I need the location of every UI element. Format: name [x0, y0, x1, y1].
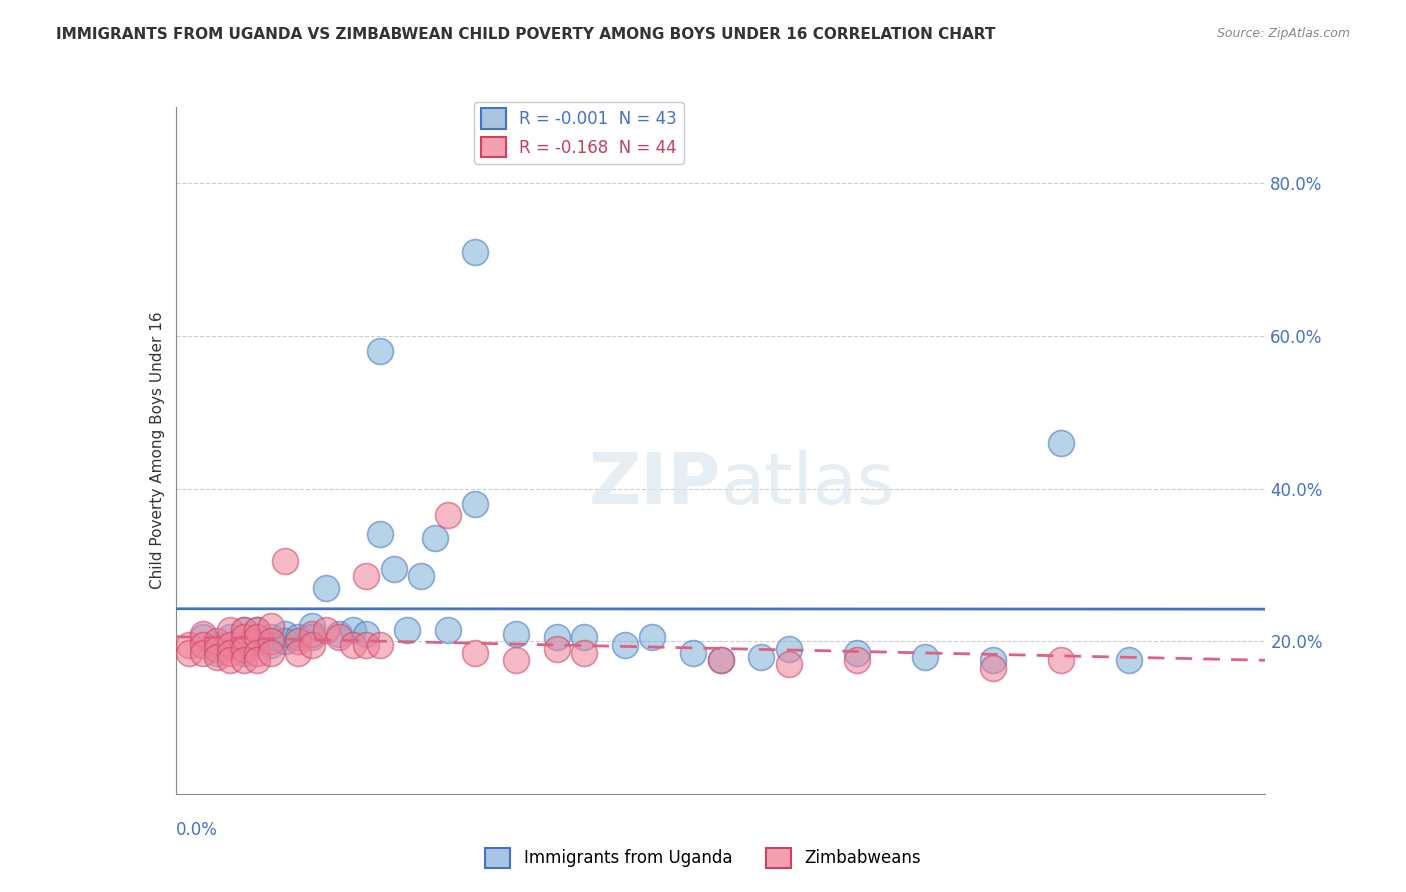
- Point: [342, 638, 364, 652]
- Point: [246, 653, 269, 667]
- Point: [342, 623, 364, 637]
- Point: [574, 646, 596, 660]
- Point: [1050, 435, 1073, 450]
- Point: [574, 631, 596, 645]
- Point: [179, 638, 201, 652]
- Point: [301, 638, 323, 652]
- Point: [778, 657, 800, 672]
- Point: [356, 626, 378, 640]
- Text: IMMIGRANTS FROM UGANDA VS ZIMBABWEAN CHILD POVERTY AMONG BOYS UNDER 16 CORRELATI: IMMIGRANTS FROM UGANDA VS ZIMBABWEAN CHI…: [56, 27, 995, 42]
- Point: [368, 638, 391, 652]
- Point: [260, 631, 283, 645]
- Point: [546, 631, 568, 645]
- Text: Source: ZipAtlas.com: Source: ZipAtlas.com: [1216, 27, 1350, 40]
- Point: [232, 631, 254, 645]
- Point: [246, 634, 269, 648]
- Point: [505, 653, 527, 667]
- Point: [260, 619, 283, 633]
- Point: [315, 581, 337, 595]
- Point: [191, 626, 214, 640]
- Point: [368, 344, 391, 359]
- Point: [260, 646, 283, 660]
- Point: [382, 562, 405, 576]
- Point: [710, 653, 733, 667]
- Point: [260, 634, 283, 648]
- Point: [682, 646, 704, 660]
- Point: [437, 623, 460, 637]
- Point: [260, 638, 283, 652]
- Point: [219, 638, 242, 652]
- Point: [219, 653, 242, 667]
- Point: [981, 661, 1004, 675]
- Point: [505, 626, 527, 640]
- Point: [1118, 653, 1140, 667]
- Point: [641, 631, 664, 645]
- Point: [219, 631, 242, 645]
- Point: [191, 646, 214, 660]
- Point: [328, 626, 350, 640]
- Point: [232, 646, 254, 660]
- Point: [246, 631, 269, 645]
- Point: [464, 245, 486, 260]
- Y-axis label: Child Poverty Among Boys Under 16: Child Poverty Among Boys Under 16: [149, 311, 165, 590]
- Point: [219, 623, 242, 637]
- Point: [614, 638, 637, 652]
- Point: [232, 623, 254, 637]
- Point: [423, 531, 446, 545]
- Point: [356, 638, 378, 652]
- Text: atlas: atlas: [721, 450, 896, 519]
- Text: ZIP: ZIP: [588, 450, 721, 519]
- Point: [179, 646, 201, 660]
- Legend: R = -0.001  N = 43, R = -0.168  N = 44: R = -0.001 N = 43, R = -0.168 N = 44: [474, 102, 683, 164]
- Point: [328, 631, 350, 645]
- Point: [191, 631, 214, 645]
- Point: [205, 641, 228, 656]
- Point: [205, 646, 228, 660]
- Point: [1050, 653, 1073, 667]
- Point: [845, 646, 868, 660]
- Text: 0.0%: 0.0%: [176, 822, 218, 839]
- Point: [232, 641, 254, 656]
- Point: [274, 634, 297, 648]
- Point: [219, 646, 242, 660]
- Point: [396, 623, 419, 637]
- Point: [232, 623, 254, 637]
- Point: [232, 653, 254, 667]
- Point: [981, 653, 1004, 667]
- Point: [301, 626, 323, 640]
- Point: [205, 634, 228, 648]
- Point: [464, 497, 486, 511]
- Point: [409, 569, 432, 583]
- Point: [546, 641, 568, 656]
- Point: [191, 638, 214, 652]
- Point: [315, 623, 337, 637]
- Point: [232, 638, 254, 652]
- Point: [778, 641, 800, 656]
- Point: [751, 649, 773, 664]
- Point: [274, 626, 297, 640]
- Point: [287, 646, 309, 660]
- Point: [274, 554, 297, 568]
- Point: [246, 646, 269, 660]
- Point: [368, 527, 391, 541]
- Point: [464, 646, 486, 660]
- Point: [287, 634, 309, 648]
- Legend: Immigrants from Uganda, Zimbabweans: Immigrants from Uganda, Zimbabweans: [479, 841, 927, 875]
- Point: [437, 508, 460, 523]
- Point: [246, 623, 269, 637]
- Point: [356, 569, 378, 583]
- Point: [205, 638, 228, 652]
- Point: [710, 653, 733, 667]
- Point: [301, 631, 323, 645]
- Point: [301, 619, 323, 633]
- Point: [845, 653, 868, 667]
- Point: [246, 623, 269, 637]
- Point: [205, 649, 228, 664]
- Point: [914, 649, 936, 664]
- Point: [287, 631, 309, 645]
